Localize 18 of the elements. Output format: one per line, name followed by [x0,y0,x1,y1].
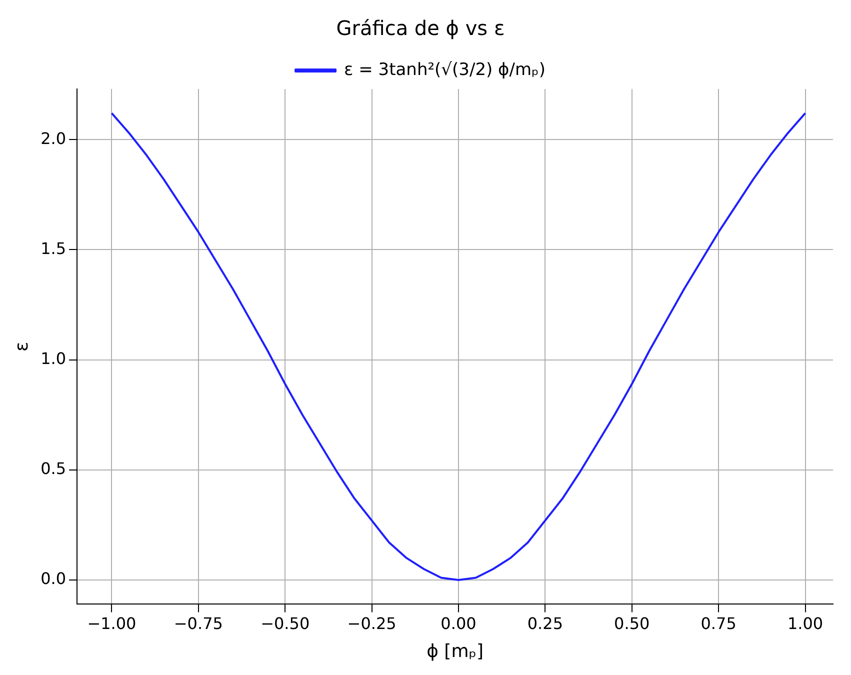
x-tick-label: 0.75 [700,614,736,633]
chart-title: Gráfica de ϕ vs ε [336,16,505,40]
y-axis-title: ε [11,342,32,352]
x-tick-label: 1.00 [787,614,824,633]
y-tick-label: 0.0 [40,569,66,588]
y-tick-label: 0.5 [40,459,66,478]
x-tick-label: 0.00 [440,614,476,633]
x-tick-label: −1.00 [87,614,136,633]
y-tick-label: 1.0 [40,348,66,368]
legend-label: ε = 3tanh²(√(3/2) ϕ/mₚ) [344,60,546,80]
x-tick-label: −0.75 [174,614,223,633]
x-tick-label: −0.25 [347,614,396,633]
x-tick-label: 0.50 [614,614,650,633]
x-tick-label: 0.25 [527,614,563,633]
y-tick-label: 2.0 [40,128,66,148]
x-tick-label: −0.50 [260,614,310,633]
x-axis-title: ϕ [mₚ] [426,640,484,662]
y-tick-label: 1.5 [40,238,66,258]
